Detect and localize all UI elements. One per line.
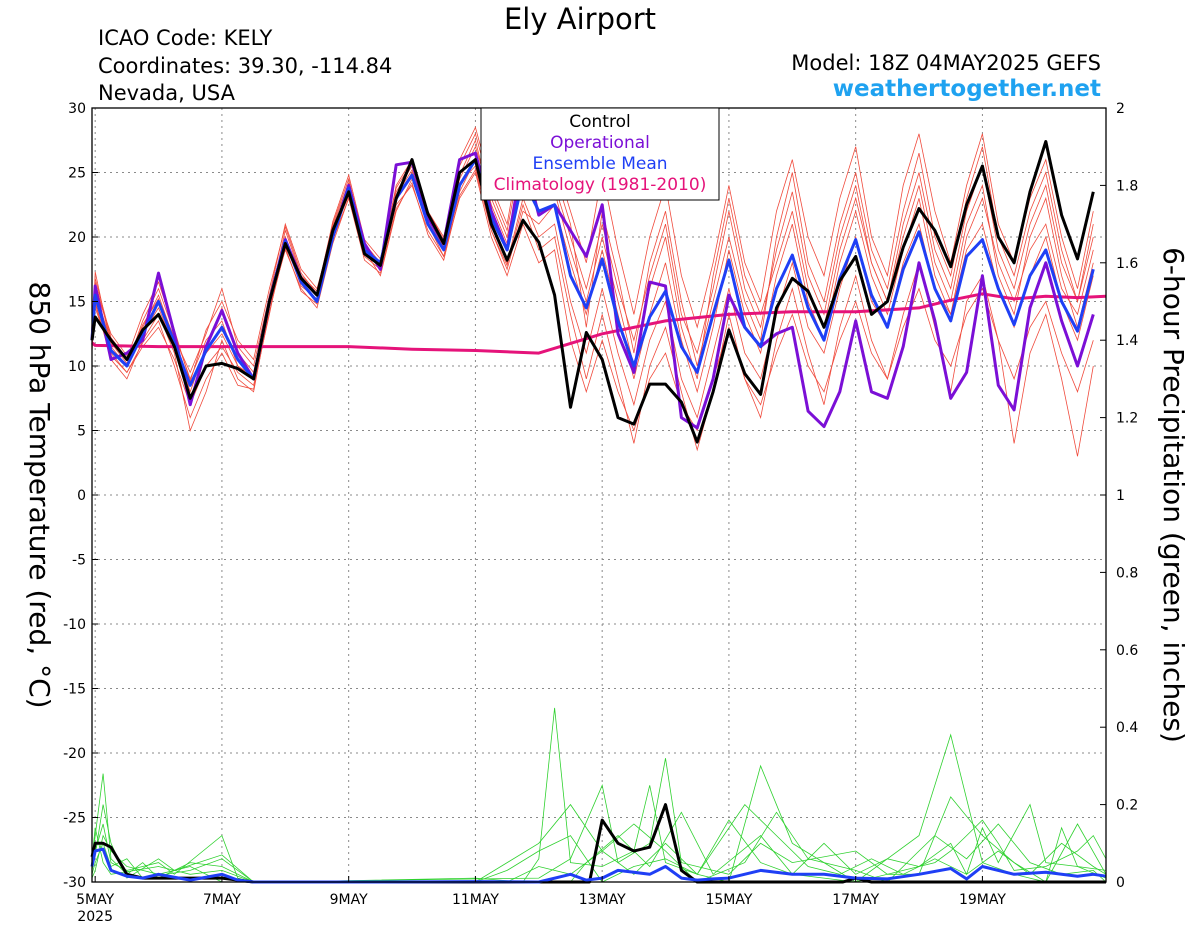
y2-tick-label: 1.6 (1116, 256, 1138, 272)
y-tick-label: 15 (68, 295, 86, 311)
legend-entry: Control (569, 112, 630, 132)
axis-ticks: 302520151050-5-10-15-20-25-3021.81.61.41… (63, 101, 1138, 925)
y-tick-label: -25 (63, 811, 86, 827)
y2-tick-label: 0.8 (1116, 565, 1138, 581)
y2-tick-label: 0.2 (1116, 798, 1138, 814)
precip-member-line (91, 803, 1107, 883)
plot-frame (91, 107, 1107, 883)
grid-lines (92, 108, 1106, 882)
y2-tick-label: 0 (1116, 875, 1125, 891)
y2-tick-label: 1.2 (1116, 411, 1138, 427)
temperature-member-line (91, 145, 1094, 394)
x-tick-label: 11MAY (452, 892, 499, 908)
y-tick-label: -10 (63, 617, 86, 633)
y2-tick-label: 0.4 (1116, 720, 1138, 736)
y-axis-label: 850 hPa Temperature (red, °C) (23, 281, 56, 708)
x-tick-label: 17MAY (832, 892, 879, 908)
x-tick-label: 15MAY (705, 892, 752, 908)
y-tick-label: -5 (72, 553, 86, 569)
temperature-member-line (91, 168, 1094, 457)
y-tick-label: 25 (68, 166, 86, 182)
y-tick-label: 20 (68, 230, 86, 246)
legend-entry: Operational (550, 133, 650, 153)
legend-entry: Climatology (1981-2010) (494, 175, 707, 195)
x-tick-label: 19MAY (959, 892, 1006, 908)
y-tick-label: -20 (63, 746, 86, 762)
y2-tick-label: 1.8 (1116, 178, 1138, 194)
x-tick-label: 9MAY (330, 892, 368, 908)
coordinates: Coordinates: 39.30, -114.84 (98, 54, 393, 78)
series-lines (90, 140, 1107, 884)
icao-code: ICAO Code: KELY (98, 26, 273, 50)
y-tick-label: 10 (68, 359, 86, 375)
website-label[interactable]: weathertogether.net (832, 76, 1101, 102)
y2-tick-label: 1.4 (1116, 333, 1138, 349)
location: Nevada, USA (98, 81, 235, 105)
precip-member-line (91, 758, 1107, 883)
y2-tick-label: 0.6 (1116, 643, 1138, 659)
y-tick-label: -30 (63, 875, 86, 891)
y2-tick-label: 1 (1116, 488, 1125, 504)
precip-member-line (91, 707, 1107, 883)
y2-tick-label: 2 (1116, 101, 1125, 117)
y2-axis-label: 6-hour Precipitation (green, inches) (1157, 247, 1190, 743)
x-tick-sublabel: 2025 (77, 909, 113, 925)
temperature-ensemble-mean-line (90, 158, 1095, 387)
x-tick-label: 7MAY (203, 892, 241, 908)
model-run: Model: 18Z 04MAY2025 GEFS (791, 51, 1101, 75)
y-tick-label: -15 (63, 682, 86, 698)
legend-box (480, 107, 720, 201)
y-tick-label: 5 (77, 424, 86, 440)
temperature-control-line (90, 140, 1095, 444)
precip-member-lines (91, 707, 1107, 883)
precip-ensemble-mean-line (90, 847, 1107, 884)
y-tick-label: 0 (77, 488, 86, 504)
chart-title: Ely Airport (503, 2, 657, 36)
precip-member-line (91, 803, 1107, 883)
legend-entry: Ensemble Mean (532, 154, 667, 174)
y-tick-label: 30 (68, 101, 86, 117)
temperature-member-line (91, 132, 1094, 383)
x-tick-label: 13MAY (579, 892, 626, 908)
x-tick-label: 5MAY (76, 892, 114, 908)
temperature-member-line (91, 139, 1094, 374)
